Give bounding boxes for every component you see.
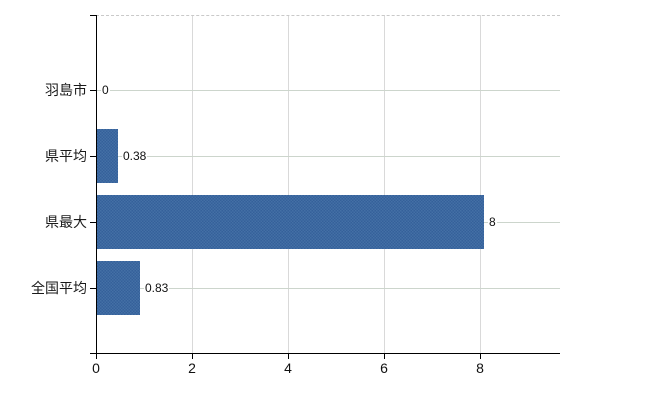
bar-value-label: 8	[488, 215, 497, 229]
vertical-gridline	[288, 15, 289, 353]
category-label: 県最大	[45, 214, 87, 230]
horizontal-gridline	[97, 156, 560, 157]
x-tick-label: 4	[284, 360, 292, 376]
bar[interactable]	[97, 195, 484, 249]
x-axis-tick	[480, 353, 481, 359]
category-label: 全国平均	[31, 280, 87, 296]
category-label: 羽島市	[45, 82, 87, 98]
x-tick-label: 8	[476, 360, 484, 376]
x-axis-line	[90, 353, 560, 354]
x-tick-label: 6	[380, 360, 388, 376]
plot-top-dashed-border	[96, 15, 560, 16]
y-axis-tick	[90, 15, 96, 16]
y-axis-line	[96, 15, 97, 354]
x-tick-label: 0	[92, 360, 100, 376]
x-axis-tick	[384, 353, 385, 359]
y-axis-tick	[90, 156, 96, 157]
y-axis-tick	[90, 222, 96, 223]
x-tick-label: 2	[188, 360, 196, 376]
bar-value-label: 0	[101, 83, 110, 97]
x-axis-tick	[96, 353, 97, 359]
bar-value-label: 0.38	[122, 149, 148, 163]
x-axis-tick	[192, 353, 193, 359]
horizontal-gridline	[97, 288, 560, 289]
vertical-gridline	[192, 15, 193, 353]
vertical-gridline	[480, 15, 481, 353]
y-axis-tick	[90, 90, 96, 91]
bar-value-label: 0.83	[144, 281, 170, 295]
bar[interactable]	[97, 261, 140, 315]
horizontal-gridline	[97, 90, 560, 91]
vertical-gridline	[384, 15, 385, 353]
bar[interactable]	[97, 129, 118, 183]
category-label: 県平均	[45, 148, 87, 164]
y-axis-tick	[90, 288, 96, 289]
x-axis-tick	[288, 353, 289, 359]
